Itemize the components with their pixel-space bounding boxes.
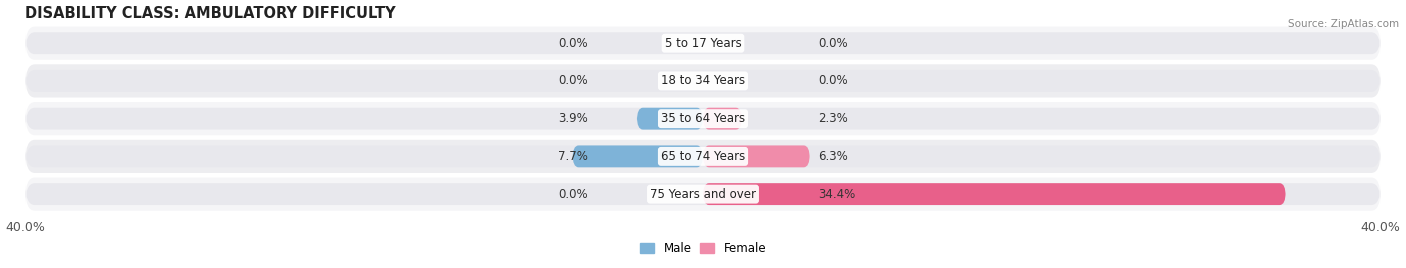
- FancyBboxPatch shape: [25, 108, 1381, 130]
- Text: 0.0%: 0.0%: [558, 37, 588, 50]
- Text: 3.9%: 3.9%: [558, 112, 588, 125]
- FancyBboxPatch shape: [572, 146, 703, 167]
- FancyBboxPatch shape: [703, 108, 742, 130]
- Legend: Male, Female: Male, Female: [636, 237, 770, 260]
- FancyBboxPatch shape: [25, 64, 1381, 98]
- Text: 65 to 74 Years: 65 to 74 Years: [661, 150, 745, 163]
- Text: 18 to 34 Years: 18 to 34 Years: [661, 75, 745, 87]
- Text: 0.0%: 0.0%: [558, 188, 588, 201]
- Text: 7.7%: 7.7%: [558, 150, 588, 163]
- FancyBboxPatch shape: [25, 27, 1381, 60]
- Text: 5 to 17 Years: 5 to 17 Years: [665, 37, 741, 50]
- Text: 35 to 64 Years: 35 to 64 Years: [661, 112, 745, 125]
- FancyBboxPatch shape: [25, 183, 1381, 205]
- FancyBboxPatch shape: [25, 177, 1381, 211]
- FancyBboxPatch shape: [703, 183, 1285, 205]
- Text: 75 Years and over: 75 Years and over: [650, 188, 756, 201]
- FancyBboxPatch shape: [25, 102, 1381, 135]
- Text: Source: ZipAtlas.com: Source: ZipAtlas.com: [1288, 19, 1399, 29]
- Text: 0.0%: 0.0%: [818, 75, 848, 87]
- FancyBboxPatch shape: [25, 70, 1381, 92]
- FancyBboxPatch shape: [25, 140, 1381, 173]
- Text: 34.4%: 34.4%: [818, 188, 855, 201]
- Text: 0.0%: 0.0%: [818, 37, 848, 50]
- FancyBboxPatch shape: [637, 108, 703, 130]
- Text: 6.3%: 6.3%: [818, 150, 848, 163]
- Text: DISABILITY CLASS: AMBULATORY DIFFICULTY: DISABILITY CLASS: AMBULATORY DIFFICULTY: [25, 6, 396, 21]
- Text: 0.0%: 0.0%: [558, 75, 588, 87]
- FancyBboxPatch shape: [703, 146, 810, 167]
- FancyBboxPatch shape: [25, 32, 1381, 54]
- FancyBboxPatch shape: [25, 146, 1381, 167]
- Text: 2.3%: 2.3%: [818, 112, 848, 125]
